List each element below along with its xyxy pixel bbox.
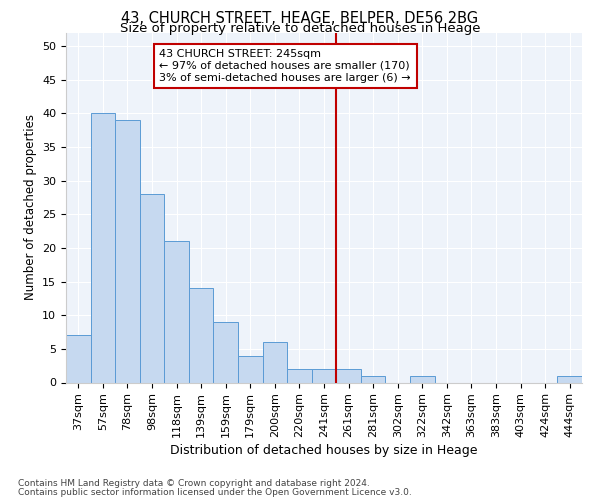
Bar xyxy=(312,369,336,382)
Bar xyxy=(91,114,115,382)
Bar xyxy=(214,322,238,382)
Bar xyxy=(189,288,214,382)
Bar xyxy=(66,336,91,382)
Text: Contains public sector information licensed under the Open Government Licence v3: Contains public sector information licen… xyxy=(18,488,412,497)
Bar xyxy=(336,369,361,382)
Bar xyxy=(115,120,140,382)
Bar xyxy=(410,376,434,382)
Bar xyxy=(238,356,263,382)
Text: 43 CHURCH STREET: 245sqm
← 97% of detached houses are smaller (170)
3% of semi-d: 43 CHURCH STREET: 245sqm ← 97% of detach… xyxy=(160,50,411,82)
Bar xyxy=(140,194,164,382)
Bar xyxy=(164,241,189,382)
Bar xyxy=(263,342,287,382)
Bar xyxy=(557,376,582,382)
Bar xyxy=(287,369,312,382)
X-axis label: Distribution of detached houses by size in Heage: Distribution of detached houses by size … xyxy=(170,444,478,458)
Text: Contains HM Land Registry data © Crown copyright and database right 2024.: Contains HM Land Registry data © Crown c… xyxy=(18,479,370,488)
Text: 43, CHURCH STREET, HEAGE, BELPER, DE56 2BG: 43, CHURCH STREET, HEAGE, BELPER, DE56 2… xyxy=(121,11,479,26)
Y-axis label: Number of detached properties: Number of detached properties xyxy=(23,114,37,300)
Bar xyxy=(361,376,385,382)
Text: Size of property relative to detached houses in Heage: Size of property relative to detached ho… xyxy=(120,22,480,35)
